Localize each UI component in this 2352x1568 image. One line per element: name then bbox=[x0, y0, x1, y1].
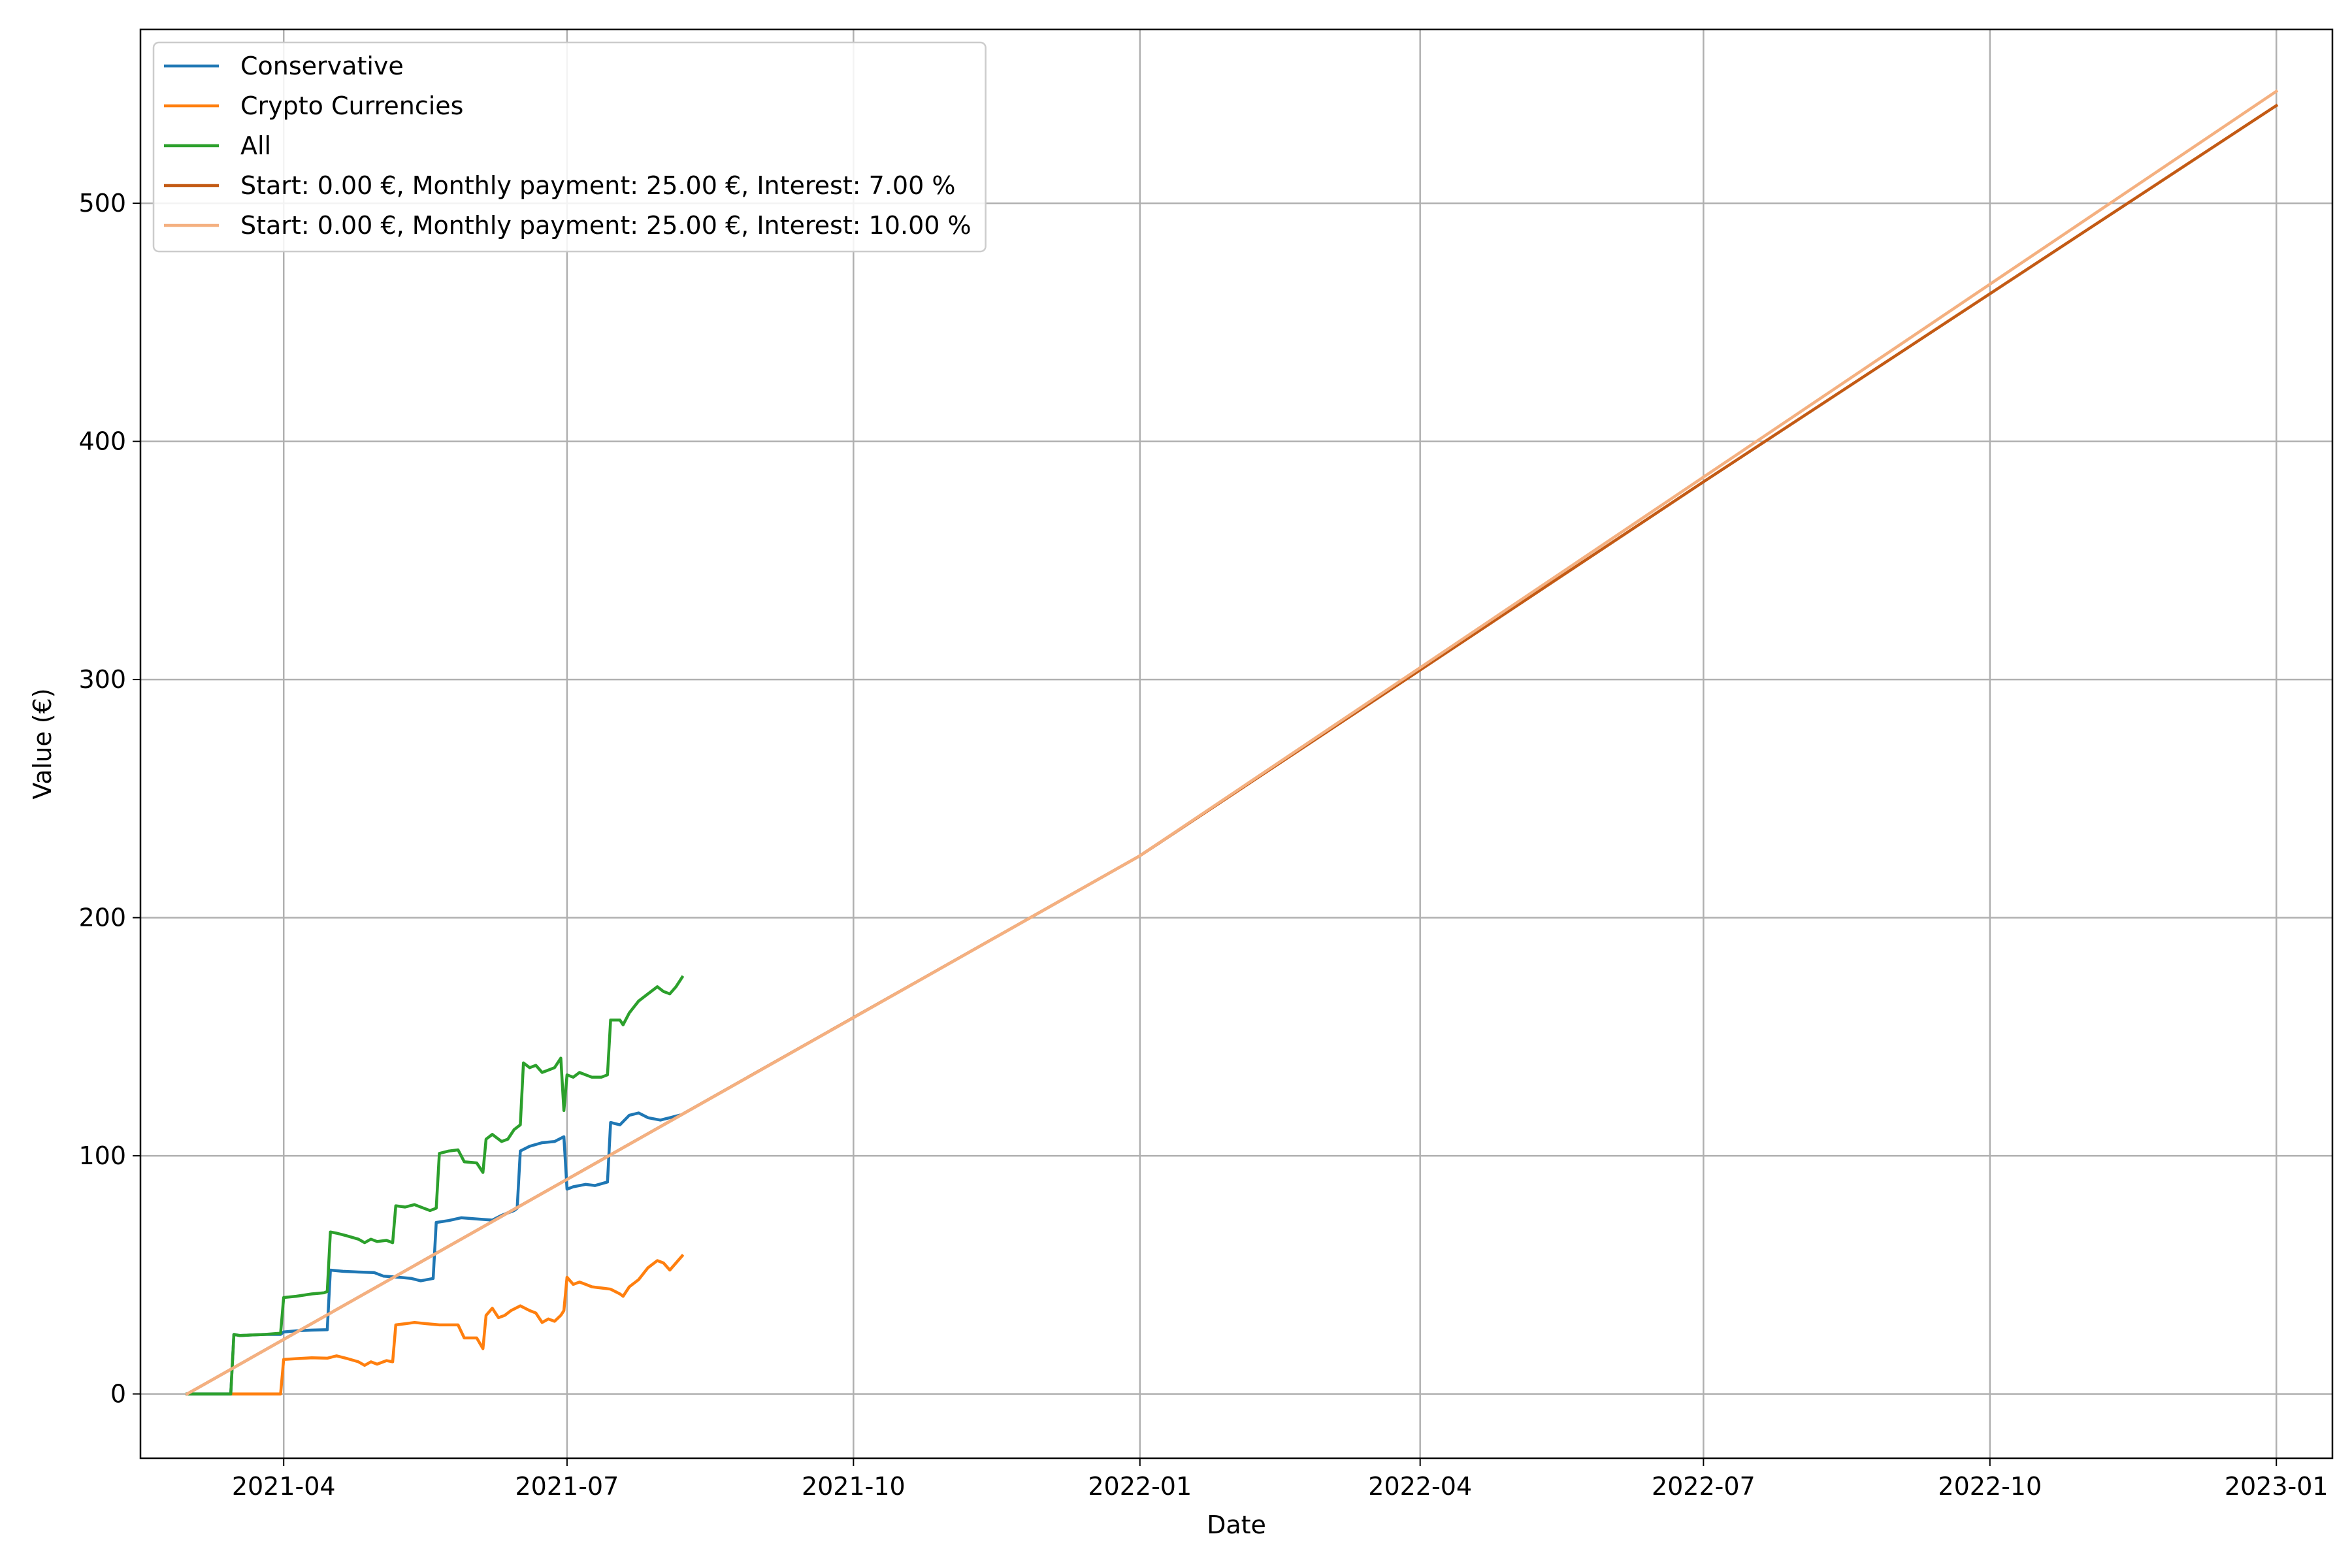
grid bbox=[140, 29, 2332, 1458]
series-line-1 bbox=[229, 1254, 685, 1396]
x-tick-label: 2022-04 bbox=[1368, 1472, 1472, 1501]
y-tick-label: 100 bbox=[78, 1141, 126, 1170]
x-axis-label: Date bbox=[1207, 1511, 1266, 1539]
plot-area-frame bbox=[139, 28, 2334, 1460]
legend-label: Conservative bbox=[240, 52, 404, 80]
x-tick-label: 2021-07 bbox=[515, 1472, 619, 1501]
y-tick-label: 0 bbox=[110, 1380, 126, 1409]
legend-box bbox=[152, 41, 987, 253]
y-tick-label: 500 bbox=[78, 189, 126, 218]
y-axis-label: Value (€) bbox=[28, 688, 57, 799]
x-axis-ticks: 2021-04 2021-07 2021-10 2022-01 2022-04 2022-… bbox=[232, 1458, 2328, 1501]
legend-label: Crypto Currencies bbox=[240, 91, 463, 120]
series-lines bbox=[185, 89, 2279, 1396]
x-tick-label: 2021-10 bbox=[802, 1472, 906, 1501]
y-tick-label: 400 bbox=[78, 427, 126, 456]
x-tick-label: 2022-07 bbox=[1652, 1472, 1756, 1501]
y-axis-ticks: 0 100 200 300 400 500 bbox=[78, 189, 140, 1409]
legend-label: Start: 0.00 €, Monthly payment: 25.00 €,… bbox=[240, 171, 955, 200]
y-tick-label: 300 bbox=[78, 665, 126, 694]
series-line-2 bbox=[186, 975, 685, 1396]
x-tick-label: 2021-04 bbox=[232, 1472, 336, 1501]
legend-label: All bbox=[240, 131, 271, 160]
legend: Conservative Crypto Currencies All Start: 0… bbox=[152, 41, 987, 253]
series-line-4 bbox=[185, 89, 2279, 1396]
series-line-0 bbox=[186, 1111, 681, 1396]
y-tick-label: 200 bbox=[78, 904, 126, 932]
x-tick-label: 2023-01 bbox=[2225, 1472, 2328, 1501]
x-tick-label: 2022-10 bbox=[1938, 1472, 2042, 1501]
legend-label: Start: 0.00 €, Monthly payment: 25.00 €,… bbox=[240, 211, 972, 240]
x-tick-label: 2022-01 bbox=[1088, 1472, 1192, 1501]
